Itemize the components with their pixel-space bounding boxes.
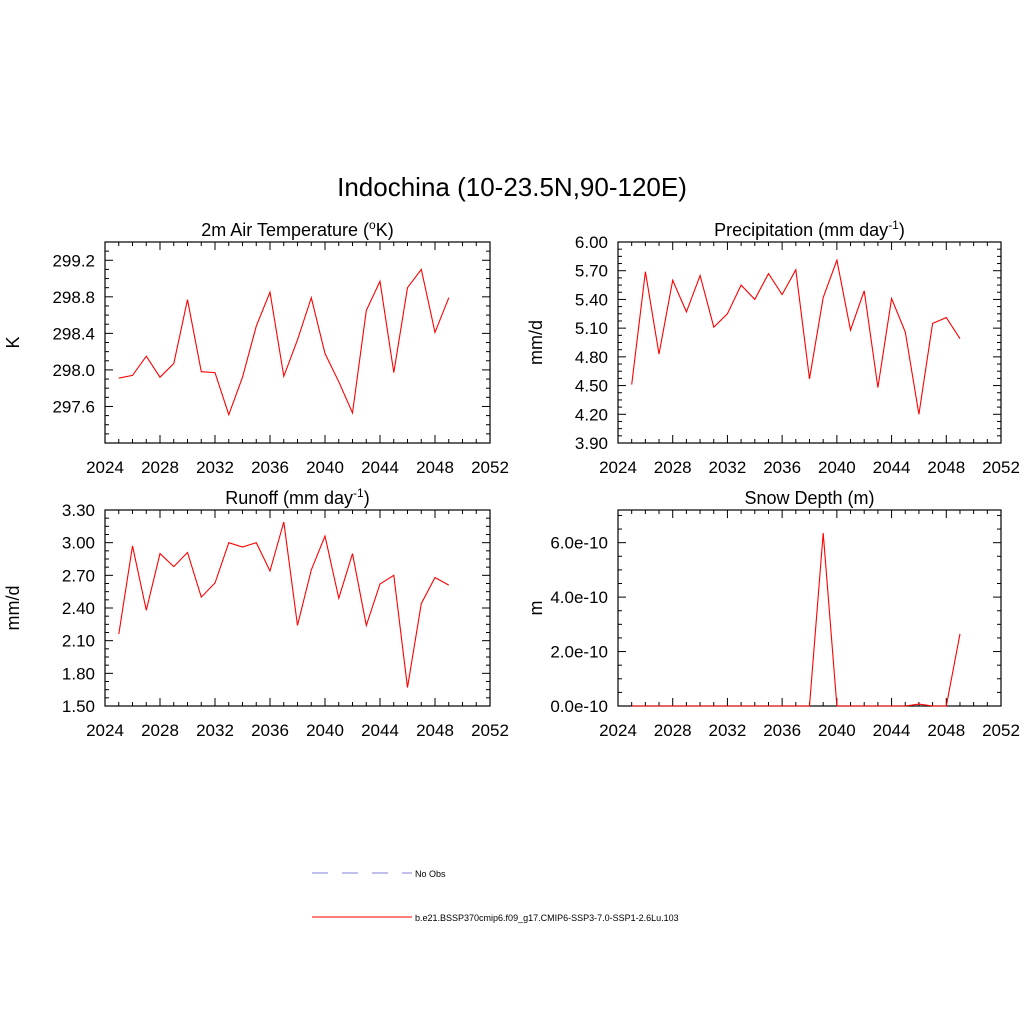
x-tick-label: 2036 xyxy=(763,458,801,477)
x-tick-label: 2040 xyxy=(306,721,344,740)
y-tick-label: 4.0e-10 xyxy=(550,588,608,607)
y-tick-label: 2.0e-10 xyxy=(550,643,608,662)
chart-panel-4: 2024 2028 2032 2036 2040 2044 2048 2052 0.0e-10 2… xyxy=(526,488,1020,740)
y-tick-label: 6.00 xyxy=(575,233,608,252)
series-line xyxy=(118,521,450,688)
y-axis-label: m xyxy=(526,601,546,616)
x-tick-label: 2036 xyxy=(251,458,289,477)
panel-title-superscript: -1 xyxy=(888,218,899,232)
y-tick-label: 4.50 xyxy=(575,377,608,396)
x-tick-label: 2028 xyxy=(141,721,179,740)
x-tick-label: 2024 xyxy=(86,721,124,740)
y-tick-label: 3.30 xyxy=(62,501,95,520)
x-tick-label: 2032 xyxy=(709,721,747,740)
chart-panel-3: 2024 2028 2032 2036 2040 2044 2048 2052 1.50 1.80… xyxy=(3,486,509,740)
x-tick-label: 2052 xyxy=(471,721,509,740)
legend-label: No Obs xyxy=(415,869,446,879)
y-axis-label: mm/d xyxy=(3,586,23,631)
x-tick-label: 2044 xyxy=(873,721,911,740)
x-tick-label: 2032 xyxy=(196,458,234,477)
legend: No Obs b.e21.BSSP370cmip6.f09_g17.CMIP6-S… xyxy=(312,869,679,923)
panel-title-main: 2m Air Temperature ( xyxy=(201,220,369,240)
panel-title-superscript: o xyxy=(369,218,376,232)
x-tick-label: 2028 xyxy=(654,458,692,477)
y-tick-label: 3.90 xyxy=(575,434,608,453)
x-tick-label: 2044 xyxy=(873,458,911,477)
x-tick-label: 2028 xyxy=(141,458,179,477)
y-tick-label: 5.40 xyxy=(575,290,608,309)
y-tick-label: 299.2 xyxy=(52,251,95,270)
panels-group: 2024 2028 2032 2036 2040 2044 2048 2052 297.6 298… xyxy=(3,218,1020,740)
y-tick-label: 298.0 xyxy=(52,361,95,380)
x-tick-label: 2036 xyxy=(251,721,289,740)
x-tick-label: 2044 xyxy=(361,721,399,740)
panel-title: Snow Depth (m) xyxy=(744,488,874,508)
x-tick-label: 2024 xyxy=(599,721,637,740)
y-tick-label: 4.80 xyxy=(575,348,608,367)
x-tick-label: 2052 xyxy=(471,458,509,477)
y-tick-label: 298.4 xyxy=(52,324,95,343)
series-line xyxy=(631,533,961,707)
legend-label: b.e21.BSSP370cmip6.f09_g17.CMIP6-SSP3-7.… xyxy=(415,913,679,923)
y-tick-label: 3.00 xyxy=(62,534,95,553)
x-tick-label: 2048 xyxy=(416,458,454,477)
panel-title-superscript: -1 xyxy=(353,486,364,500)
x-tick-label: 2048 xyxy=(416,721,454,740)
y-axis-label: K xyxy=(3,336,23,348)
series-line xyxy=(118,268,450,417)
y-tick-label: 2.70 xyxy=(62,566,95,585)
x-tick-label: 2024 xyxy=(599,458,637,477)
x-tick-label: 2040 xyxy=(818,458,856,477)
x-tick-label: 2052 xyxy=(982,721,1020,740)
panel-title-end: K) xyxy=(376,220,394,240)
y-tick-label: 2.10 xyxy=(62,632,95,651)
panel-title-end: ) xyxy=(364,488,370,508)
panel-title-main: Precipitation (mm day xyxy=(714,220,888,240)
x-tick-label: 2048 xyxy=(927,458,965,477)
chart-panel-1: 2024 2028 2032 2036 2040 2044 2048 2052 297.6 298… xyxy=(3,218,509,477)
y-tick-label: 1.50 xyxy=(62,697,95,716)
panel-title-main: Snow Depth (m) xyxy=(744,488,874,508)
panel-title: 2m Air Temperature (oK) xyxy=(201,218,393,240)
x-tick-label: 2032 xyxy=(196,721,234,740)
chart-panel-2: 2024 2028 2032 2036 2040 2044 2048 2052 3.90 4.20… xyxy=(526,218,1020,477)
x-tick-label: 2032 xyxy=(709,458,747,477)
x-tick-label: 2028 xyxy=(654,721,692,740)
y-tick-label: 2.40 xyxy=(62,599,95,618)
y-tick-label: 297.6 xyxy=(52,397,95,416)
x-tick-label: 2040 xyxy=(818,721,856,740)
x-tick-label: 2040 xyxy=(306,458,344,477)
y-tick-label: 5.10 xyxy=(575,319,608,338)
y-tick-label: 4.20 xyxy=(575,405,608,424)
y-tick-label: 5.70 xyxy=(575,262,608,281)
y-tick-label: 298.8 xyxy=(52,288,95,307)
x-tick-label: 2024 xyxy=(86,458,124,477)
x-tick-label: 2036 xyxy=(763,721,801,740)
y-tick-label: 6.0e-10 xyxy=(550,534,608,553)
y-axis-label: mm/d xyxy=(526,320,546,365)
x-tick-label: 2048 xyxy=(927,721,965,740)
x-tick-label: 2044 xyxy=(361,458,399,477)
panel-title-main: Runoff (mm day xyxy=(225,488,353,508)
panel-title: Precipitation (mm day-1) xyxy=(714,218,905,240)
panel-title: Runoff (mm day-1) xyxy=(225,486,369,508)
x-tick-label: 2052 xyxy=(982,458,1020,477)
y-tick-label: 1.80 xyxy=(62,664,95,683)
series-line xyxy=(631,258,961,415)
figure-title: Indochina (10-23.5N,90-120E) xyxy=(337,172,687,202)
y-tick-label: 0.0e-10 xyxy=(550,697,608,716)
panel-title-end: ) xyxy=(899,220,905,240)
